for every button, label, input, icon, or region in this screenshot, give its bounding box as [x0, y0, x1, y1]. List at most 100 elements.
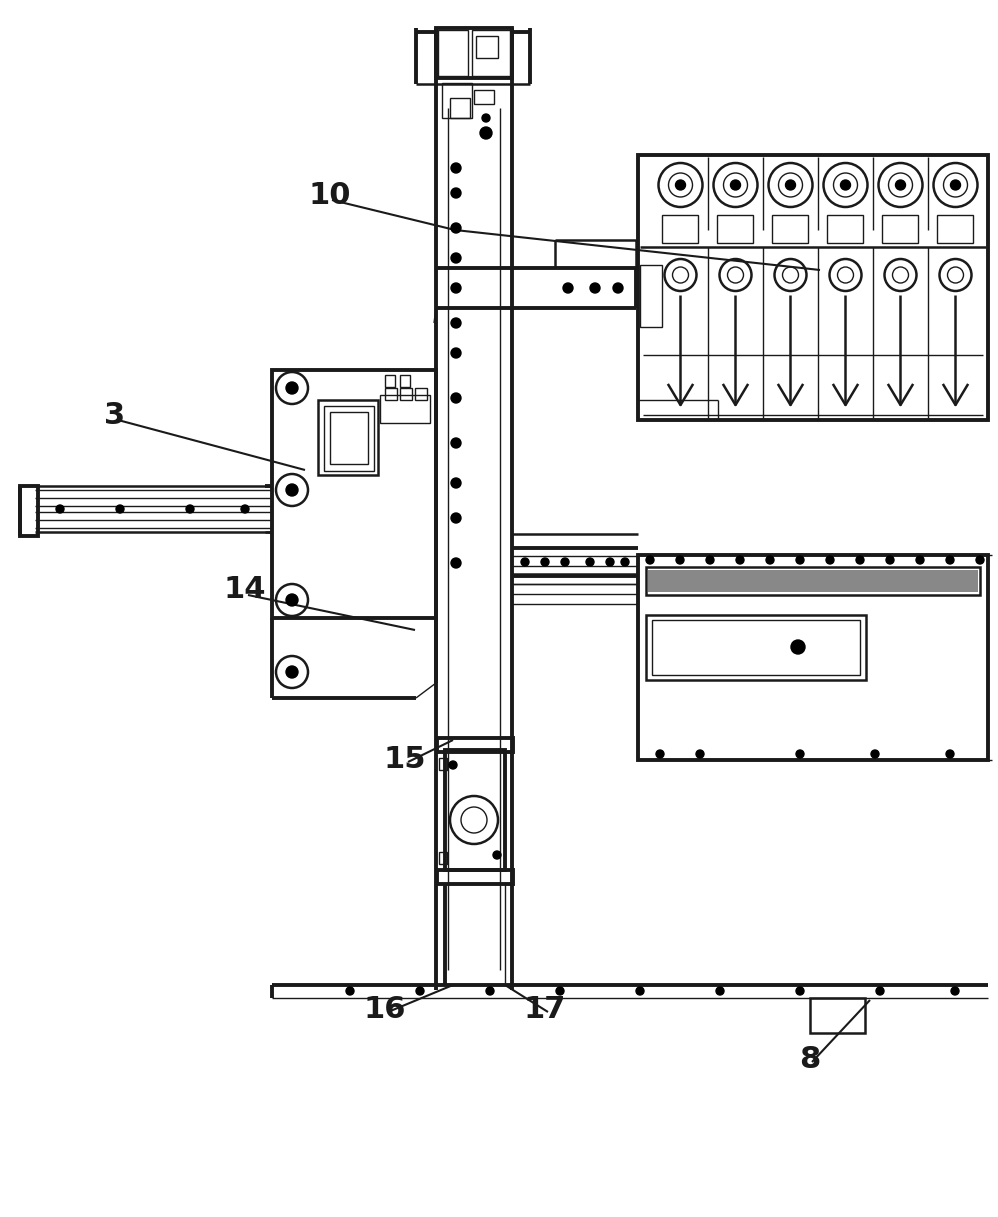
Circle shape — [884, 259, 916, 291]
Bar — [652, 619, 860, 675]
Circle shape — [590, 284, 600, 293]
Bar — [810, 998, 865, 1033]
Circle shape — [186, 505, 194, 514]
Circle shape — [876, 987, 884, 996]
Circle shape — [696, 750, 704, 758]
Circle shape — [449, 761, 457, 769]
Circle shape — [276, 584, 308, 616]
Circle shape — [346, 987, 354, 996]
Circle shape — [586, 559, 594, 566]
Circle shape — [521, 559, 529, 566]
Circle shape — [676, 180, 686, 190]
Circle shape — [785, 180, 795, 190]
Circle shape — [720, 259, 751, 291]
Circle shape — [621, 559, 629, 566]
Circle shape — [796, 750, 804, 758]
Bar — [472, 30, 510, 75]
Circle shape — [451, 187, 461, 198]
Circle shape — [486, 987, 494, 996]
Circle shape — [276, 372, 308, 404]
Bar — [438, 30, 468, 75]
Circle shape — [656, 750, 664, 758]
Circle shape — [669, 173, 693, 197]
Circle shape — [947, 267, 963, 284]
Circle shape — [561, 559, 569, 566]
Text: 14: 14 — [224, 576, 266, 605]
Bar — [330, 413, 368, 464]
Circle shape — [116, 505, 124, 514]
Circle shape — [706, 556, 714, 563]
Circle shape — [286, 666, 298, 678]
Circle shape — [276, 473, 308, 506]
Bar — [442, 83, 472, 118]
Circle shape — [728, 267, 744, 284]
Bar — [272, 370, 436, 618]
Bar — [474, 90, 494, 103]
Circle shape — [826, 556, 834, 563]
Bar — [439, 852, 447, 864]
Circle shape — [943, 173, 967, 197]
Bar — [646, 615, 866, 680]
Circle shape — [480, 127, 492, 139]
Circle shape — [714, 163, 757, 207]
Bar — [318, 400, 378, 475]
Bar — [648, 570, 978, 591]
Circle shape — [416, 987, 424, 996]
Circle shape — [796, 556, 804, 563]
Text: 10: 10 — [308, 180, 351, 209]
Bar — [476, 37, 498, 58]
Circle shape — [916, 556, 924, 563]
Text: 17: 17 — [524, 996, 566, 1025]
Circle shape — [724, 173, 748, 197]
Bar — [937, 215, 973, 243]
Circle shape — [886, 556, 894, 563]
Bar — [450, 99, 470, 118]
Text: 15: 15 — [384, 746, 426, 774]
Circle shape — [840, 180, 850, 190]
Circle shape — [829, 259, 861, 291]
Bar — [385, 388, 397, 400]
Circle shape — [823, 163, 867, 207]
Circle shape — [736, 556, 744, 563]
Bar — [324, 406, 374, 471]
Circle shape — [241, 505, 249, 514]
Bar — [400, 375, 410, 387]
Circle shape — [451, 163, 461, 173]
Circle shape — [731, 180, 741, 190]
Circle shape — [673, 267, 689, 284]
Circle shape — [451, 253, 461, 263]
Circle shape — [286, 484, 298, 497]
Circle shape — [837, 267, 853, 284]
Circle shape — [556, 987, 564, 996]
Bar — [640, 265, 662, 327]
Bar — [400, 388, 412, 400]
Bar — [437, 870, 513, 884]
Bar — [772, 215, 808, 243]
Circle shape — [461, 807, 487, 832]
Circle shape — [951, 987, 959, 996]
Text: 8: 8 — [799, 1045, 820, 1075]
Circle shape — [768, 163, 812, 207]
Circle shape — [676, 556, 684, 563]
Bar — [827, 215, 863, 243]
Circle shape — [933, 163, 977, 207]
Circle shape — [276, 656, 308, 688]
Circle shape — [450, 796, 498, 845]
Circle shape — [766, 556, 774, 563]
Circle shape — [563, 284, 573, 293]
Circle shape — [451, 478, 461, 488]
Circle shape — [286, 594, 298, 606]
Circle shape — [613, 284, 623, 293]
Text: 16: 16 — [363, 996, 406, 1025]
Bar — [380, 396, 430, 424]
Circle shape — [451, 318, 461, 329]
Bar — [663, 215, 699, 243]
Circle shape — [892, 267, 908, 284]
Circle shape — [774, 259, 806, 291]
Circle shape — [659, 163, 703, 207]
Circle shape — [895, 180, 905, 190]
Circle shape — [286, 382, 298, 394]
Circle shape — [791, 640, 805, 654]
Circle shape — [646, 556, 654, 563]
Circle shape — [782, 267, 798, 284]
